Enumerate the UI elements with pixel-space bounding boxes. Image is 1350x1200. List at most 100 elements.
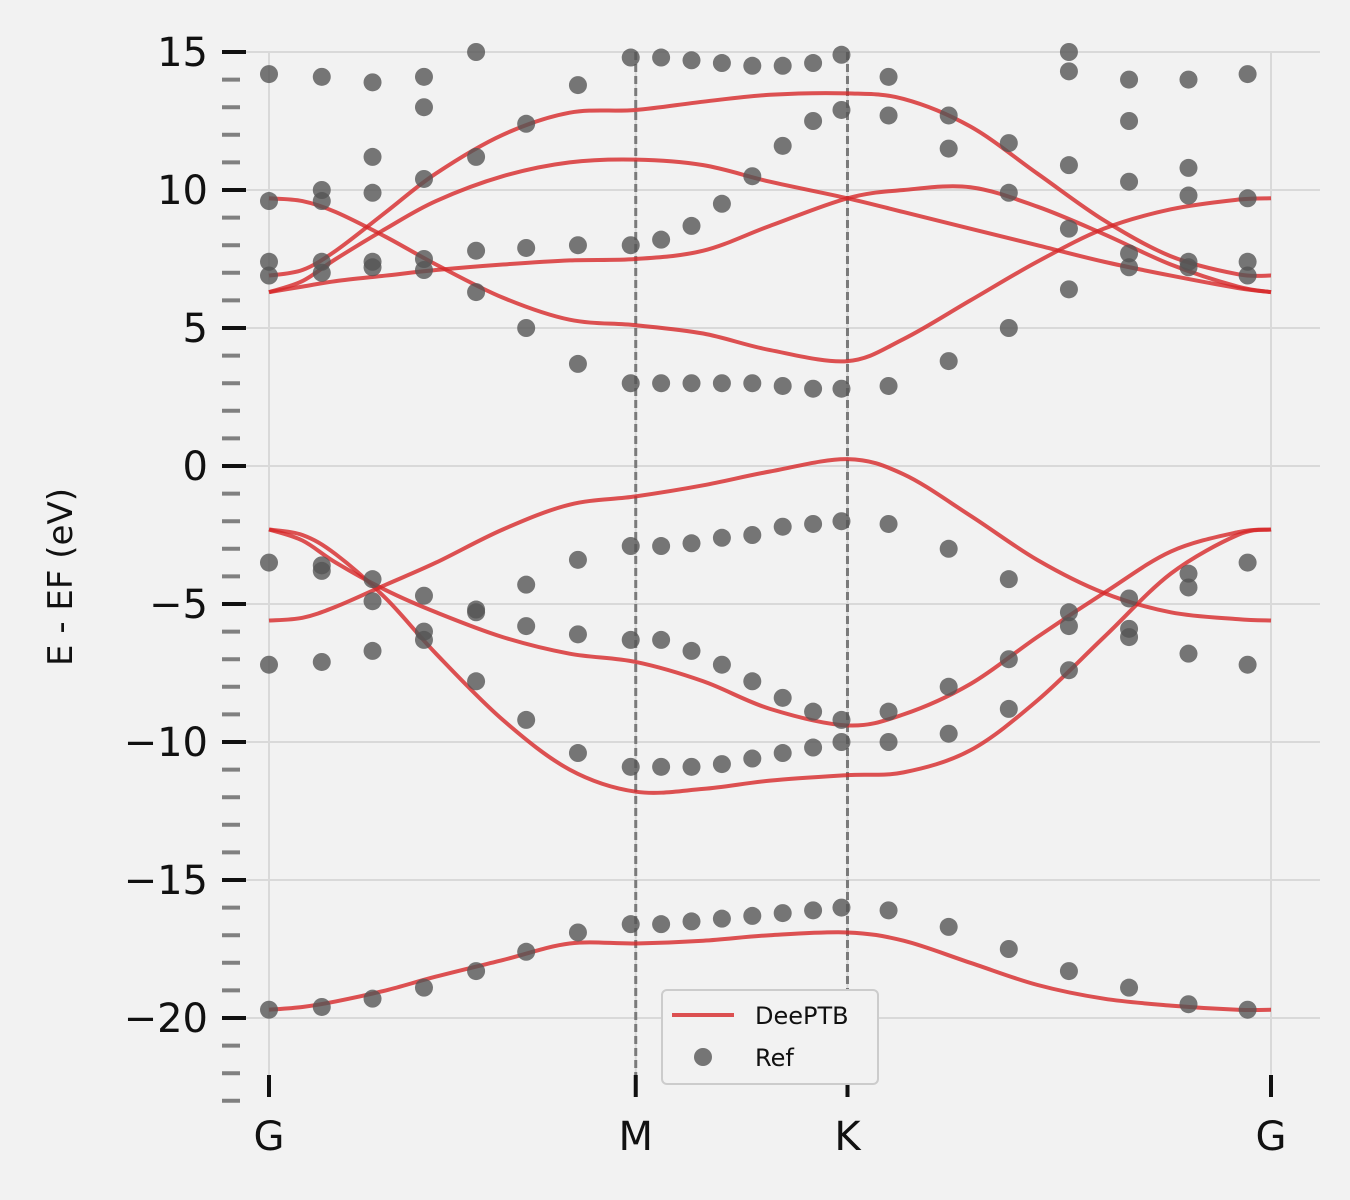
ref-point	[652, 630, 671, 649]
ref-point	[743, 672, 762, 691]
ref-point	[804, 112, 823, 130]
ref-point	[621, 630, 640, 649]
ref-point	[1238, 553, 1257, 572]
ref-point	[517, 617, 536, 636]
ref-point	[1059, 962, 1078, 981]
ref-point	[260, 266, 278, 285]
ref-point	[1059, 661, 1078, 680]
ref-point	[804, 379, 823, 398]
ref-point	[743, 167, 762, 186]
ref-point	[832, 733, 851, 751]
ref-point	[363, 592, 382, 611]
ref-point	[414, 169, 433, 188]
ref-point	[832, 379, 851, 398]
ref-point	[712, 54, 731, 73]
ref-point	[260, 192, 278, 211]
y-tick-label: −15	[124, 858, 208, 904]
legend-marker-swatch	[694, 1048, 712, 1066]
ref-point	[879, 514, 898, 533]
ref-point	[804, 738, 823, 757]
ref-point	[712, 755, 731, 774]
ref-point	[1059, 219, 1078, 238]
y-tick-label: 5	[183, 306, 208, 352]
ref-point	[652, 915, 671, 934]
ref-point	[1120, 978, 1139, 997]
ref-point	[260, 1000, 278, 1019]
ref-point	[804, 514, 823, 533]
ref-point	[467, 962, 486, 981]
ref-point	[1179, 578, 1198, 597]
ref-point	[517, 710, 536, 729]
ref-point	[879, 702, 898, 721]
ref-point	[712, 655, 731, 674]
x-tick-label: M	[618, 1114, 653, 1160]
ref-point	[832, 898, 851, 917]
y-axis-ticks: 15 10 5 0 −5 −10 −15 −20	[124, 30, 246, 1042]
ref-point	[1059, 603, 1078, 622]
ref-point	[1238, 655, 1257, 674]
ref-point	[879, 67, 898, 86]
ref-point	[682, 534, 701, 553]
ref-point	[1120, 258, 1139, 277]
ref-point	[467, 672, 486, 691]
ref-points	[260, 43, 1257, 1019]
ref-point	[467, 147, 486, 166]
ref-point	[1059, 617, 1078, 636]
ref-point	[363, 73, 382, 92]
ref-point	[621, 757, 640, 776]
ref-point	[467, 600, 486, 619]
ref-point	[682, 641, 701, 660]
ref-point	[939, 917, 958, 936]
ref-point	[773, 688, 792, 707]
ref-point	[879, 376, 898, 395]
ref-point	[1179, 564, 1198, 583]
ref-point	[652, 374, 671, 393]
ref-point	[621, 48, 640, 67]
ref-point	[1059, 62, 1078, 81]
ref-point	[312, 263, 331, 282]
ref-point	[939, 539, 958, 558]
ref-point	[1179, 644, 1198, 663]
deeptb-bands	[268, 91, 1272, 1013]
ref-point	[999, 570, 1018, 589]
deeptb-band-line	[268, 184, 1272, 295]
ref-point	[517, 238, 536, 257]
ref-point	[682, 757, 701, 776]
y-tick-label: 0	[183, 444, 208, 490]
ref-point	[1238, 266, 1257, 285]
ref-point	[832, 45, 851, 64]
ref-point	[1120, 589, 1139, 608]
ref-point	[312, 561, 331, 580]
ref-point	[414, 67, 433, 86]
ref-point	[312, 652, 331, 671]
ref-point	[879, 106, 898, 125]
ref-point	[1120, 172, 1139, 191]
ref-point	[1059, 280, 1078, 299]
ref-point	[312, 997, 331, 1016]
ref-point	[652, 757, 671, 776]
ref-point	[773, 744, 792, 763]
deeptb-band-line	[268, 157, 1272, 295]
y-tick-label: −5	[149, 582, 208, 628]
ref-point	[363, 570, 382, 589]
legend-label-deeptb: DeePTB	[755, 1002, 849, 1030]
ref-point	[568, 236, 587, 255]
ref-point	[467, 241, 486, 260]
ref-point	[652, 230, 671, 249]
ref-point	[652, 48, 671, 67]
deeptb-band-line	[268, 91, 1272, 278]
ref-point	[1059, 43, 1078, 61]
ref-point	[1179, 70, 1198, 89]
ref-point	[414, 586, 433, 605]
ref-point	[804, 702, 823, 721]
ref-point	[517, 114, 536, 133]
x-tick-label: K	[834, 1114, 862, 1160]
ref-point	[832, 100, 851, 119]
ref-point	[1179, 995, 1198, 1014]
ref-point	[517, 319, 536, 337]
ref-point	[517, 942, 536, 961]
ref-point	[414, 630, 433, 649]
x-tick-label: G	[1256, 1114, 1287, 1160]
